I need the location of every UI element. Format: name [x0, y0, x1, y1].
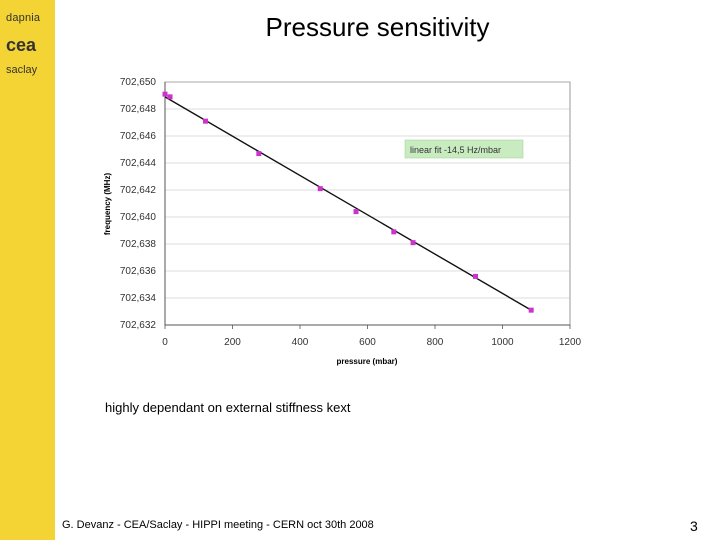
plot-frame [164, 81, 571, 326]
x-tick-label: 1000 [491, 337, 514, 348]
y-tick-label: 702,642 [120, 185, 157, 196]
y-tick-label: 702,644 [120, 158, 157, 169]
slide-note: highly dependant on external stiffness k… [105, 400, 351, 415]
x-axis-label: pressure (mbar) [337, 357, 398, 366]
cea-logo: cea [6, 34, 46, 61]
data-point [391, 229, 397, 235]
fit-line-layer [164, 96, 532, 311]
page-title: Pressure sensitivity [265, 12, 490, 42]
logo-dapnia-text: dapnia [6, 12, 41, 24]
axes [164, 82, 571, 329]
x-tick-label: 200 [224, 337, 241, 348]
y-tick-label: 702,646 [120, 131, 157, 142]
y-tick-label: 702,634 [120, 293, 157, 304]
data-point [167, 94, 173, 100]
fit-line [164, 96, 532, 311]
page-number: 3 [690, 518, 698, 534]
data-points [162, 91, 534, 313]
data-point [162, 91, 168, 97]
data-point [528, 307, 534, 313]
y-tick-labels: 702,632 702,634 702,636 702,638 702,640 702,6… [120, 77, 157, 331]
cea-logo-icon: cea [6, 35, 37, 55]
sidebar: dapnia cea saclay [0, 0, 55, 540]
y-tick-label: 702,632 [120, 320, 157, 331]
x-tick-labels: 0 200 400 600 800 1000 1200 [162, 337, 581, 348]
logo-saclay-text: saclay [6, 64, 38, 76]
data-point [203, 118, 208, 124]
x-tick-label: 600 [359, 337, 376, 348]
x-tick-label: 400 [292, 337, 309, 348]
data-point [473, 273, 478, 279]
footer-text: G. Devanz - CEA/Saclay - HIPPI meeting -… [62, 519, 374, 531]
data-point [410, 240, 416, 246]
fit-label-box [404, 139, 524, 159]
fit-label: linear fit -14,5 Hz/mbar [410, 145, 501, 155]
y-tick-label: 702,640 [120, 212, 157, 223]
data-point [317, 186, 323, 192]
x-tick-label: 0 [162, 337, 168, 348]
y-tick-label: 702,648 [120, 104, 157, 115]
cea-logo-mark: cea [6, 35, 37, 55]
x-tick-label: 800 [427, 337, 444, 348]
y-axis-label: frequency (MHz) [103, 173, 112, 236]
y-tick-label: 702,636 [120, 266, 157, 277]
data-point [256, 151, 262, 157]
x-tick-label: 1200 [559, 337, 582, 348]
data-point [353, 209, 359, 215]
y-tick-label: 702,650 [120, 77, 157, 88]
y-tick-label: 702,638 [120, 239, 157, 250]
